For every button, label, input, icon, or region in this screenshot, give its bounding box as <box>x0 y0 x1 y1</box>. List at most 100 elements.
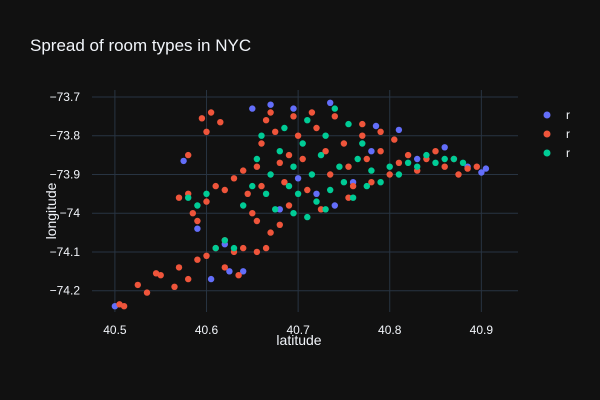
legend-label: r <box>566 146 570 160</box>
data-point <box>276 159 283 166</box>
data-point <box>262 190 270 197</box>
data-point <box>267 229 274 236</box>
x-tick-label: 40.6 <box>195 323 219 337</box>
legend-item[interactable]: r <box>543 146 571 160</box>
data-point <box>482 165 490 172</box>
data-point <box>285 202 293 209</box>
data-point <box>377 148 384 155</box>
data-point <box>331 113 338 120</box>
data-point <box>322 148 329 155</box>
data-point <box>386 163 393 170</box>
data-point <box>203 190 210 197</box>
data-point <box>363 182 370 190</box>
data-point <box>349 182 357 190</box>
data-point <box>258 182 265 190</box>
data-point <box>331 105 338 112</box>
y-tick-label: −74.2 <box>50 284 81 298</box>
data-point <box>372 122 380 130</box>
data-point <box>377 128 384 135</box>
data-point <box>212 182 219 190</box>
data-point <box>203 252 210 259</box>
data-point <box>377 179 384 186</box>
data-point <box>441 163 448 170</box>
data-point <box>221 237 228 244</box>
data-point <box>175 264 183 271</box>
legend-label: r <box>566 127 570 141</box>
data-point <box>368 167 375 174</box>
data-point <box>478 169 485 176</box>
data-point <box>249 105 256 112</box>
legend-marker <box>543 149 551 157</box>
data-point <box>404 159 412 166</box>
data-point <box>313 198 320 205</box>
data-point <box>395 126 403 134</box>
data-point <box>459 159 467 166</box>
data-point <box>194 217 201 225</box>
data-point <box>194 256 201 263</box>
data-point <box>386 171 393 178</box>
legend[interactable]: rrr <box>543 108 571 160</box>
x-axis-label: latitude <box>276 332 321 348</box>
data-point <box>345 120 352 128</box>
data-point <box>395 171 403 178</box>
data-point <box>327 99 334 107</box>
legend-item[interactable]: r <box>543 108 571 122</box>
data-points <box>111 99 490 310</box>
data-point <box>262 117 270 124</box>
data-point <box>253 217 261 225</box>
data-point <box>395 159 403 166</box>
data-point <box>304 117 311 124</box>
data-point <box>198 115 206 122</box>
y-axis-label: longitude <box>43 182 59 239</box>
data-point <box>276 206 283 213</box>
data-point <box>464 165 471 172</box>
y-tick-label: −74.1 <box>50 245 81 259</box>
data-point <box>363 155 370 163</box>
data-point <box>327 186 334 194</box>
data-point <box>267 109 274 116</box>
data-point <box>134 281 141 289</box>
data-point <box>414 163 421 170</box>
data-point <box>368 148 375 155</box>
legend-item[interactable]: r <box>543 127 571 141</box>
data-point <box>244 190 251 197</box>
data-point <box>262 244 270 252</box>
grid-lines <box>92 90 518 312</box>
data-point <box>226 268 233 275</box>
data-point <box>258 132 265 139</box>
data-point <box>221 264 228 271</box>
data-point <box>267 171 274 178</box>
y-tick-label: −73.7 <box>50 90 81 104</box>
data-point <box>185 194 192 201</box>
data-point <box>230 175 238 182</box>
data-point <box>368 179 375 186</box>
x-tick-label: 40.5 <box>103 323 127 337</box>
data-point <box>423 151 430 159</box>
data-point <box>304 213 311 221</box>
data-point <box>327 171 334 178</box>
data-point <box>290 105 297 112</box>
y-tick-label: −73.9 <box>50 167 81 181</box>
data-point <box>336 163 343 170</box>
data-point <box>340 140 348 147</box>
data-point <box>345 163 352 170</box>
data-point <box>290 113 297 120</box>
data-point <box>404 151 412 159</box>
series-1 <box>111 99 490 310</box>
data-point <box>217 119 224 126</box>
data-point <box>359 140 366 147</box>
data-point <box>194 225 201 232</box>
data-point <box>157 272 164 279</box>
data-point <box>308 171 316 178</box>
data-point <box>203 128 210 135</box>
data-point <box>171 283 178 290</box>
data-point <box>299 155 306 163</box>
data-point <box>281 179 288 186</box>
data-point <box>285 151 293 159</box>
data-point <box>441 155 448 163</box>
data-point <box>240 167 247 174</box>
data-point <box>354 155 361 163</box>
data-point <box>276 221 283 228</box>
data-point <box>175 194 183 201</box>
